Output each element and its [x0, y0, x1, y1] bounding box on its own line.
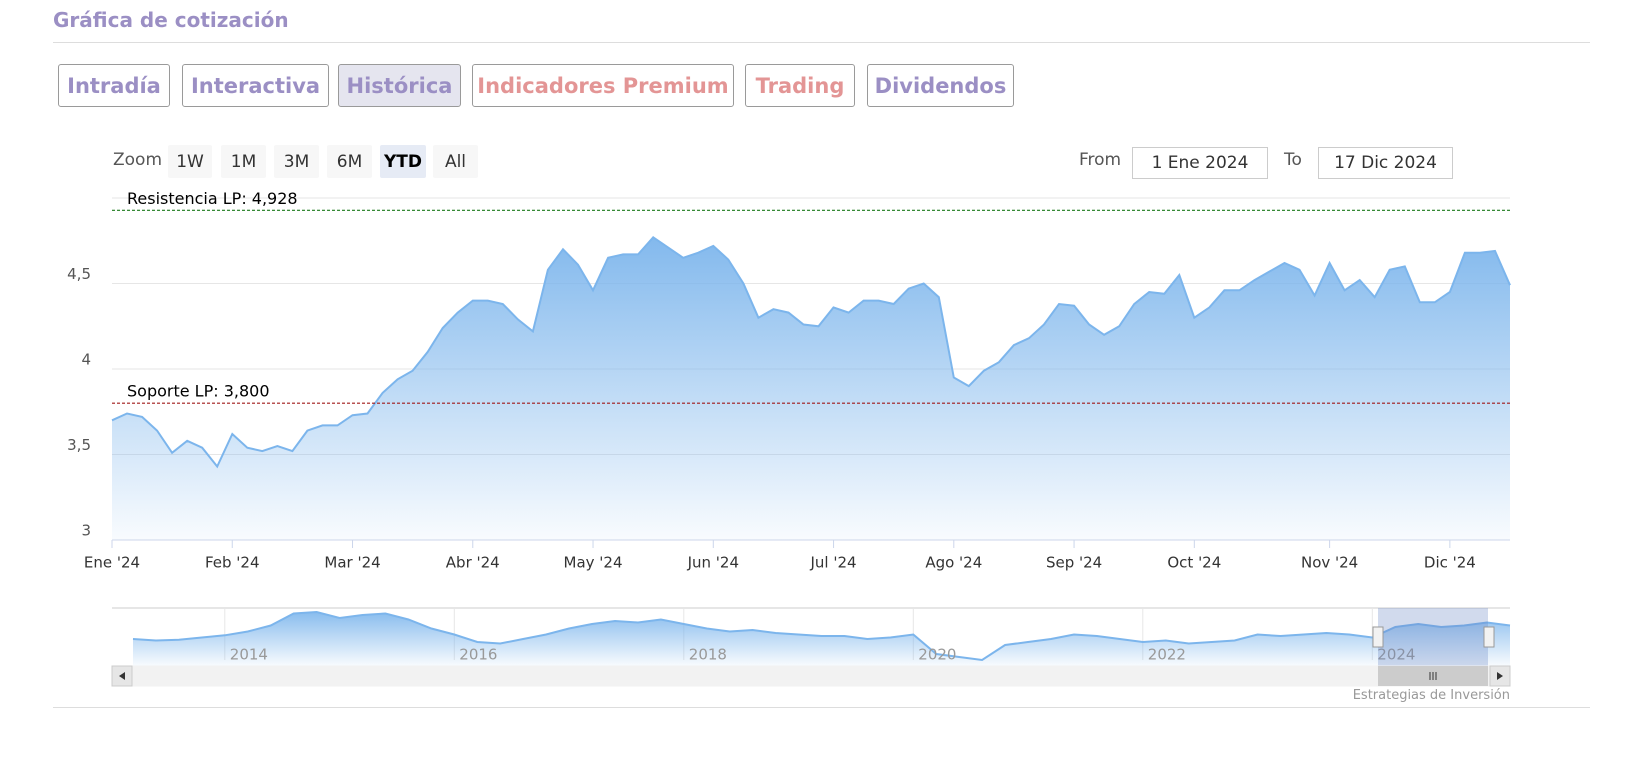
- divider: [53, 707, 1590, 708]
- arrow: [119, 672, 125, 680]
- y-tick-label: 3,5: [67, 436, 91, 454]
- x-tick-label: Ene '24: [84, 554, 140, 572]
- divider: [53, 42, 1590, 43]
- navigator-label: 2016: [459, 646, 497, 664]
- area-fill: [112, 237, 1510, 541]
- zoom-button[interactable]: YTD: [380, 145, 426, 178]
- to-input[interactable]: 17 Dic 2024: [1318, 147, 1453, 179]
- from-input[interactable]: 1 Ene 2024: [1132, 147, 1268, 179]
- credit: Estrategias de Inversión: [1352, 688, 1510, 703]
- line: [111, 235, 1511, 469]
- x-tick-label: May '24: [564, 554, 623, 572]
- annotation-label: Resistencia LP: 4,928: [127, 189, 298, 208]
- navigator-label: 2020: [918, 646, 956, 664]
- x-tick-label: Sep '24: [1046, 554, 1102, 572]
- navigator-handle[interactable]: [1372, 626, 1384, 648]
- navigator-label: 2022: [1148, 646, 1186, 664]
- zoom-button[interactable]: 1M: [221, 145, 266, 178]
- x-tick-label: Nov '24: [1301, 554, 1358, 572]
- navigator-label: 2024: [1377, 646, 1415, 664]
- tab[interactable]: Intradía: [58, 64, 170, 107]
- x-tick-label: Mar '24: [324, 554, 380, 572]
- x-tick-label: Abr '24: [446, 554, 500, 572]
- x-tick-label: Feb '24: [205, 554, 260, 572]
- scrollbar-track: [111, 665, 1511, 687]
- to-label: To: [1284, 150, 1302, 170]
- tab[interactable]: Indicadores Premium: [472, 64, 734, 107]
- x-tick-label: Jun '24: [687, 554, 739, 572]
- navigator-selection: [1378, 608, 1488, 666]
- tab[interactable]: Interactiva: [182, 64, 329, 107]
- x-tick-label: Jul '24: [810, 554, 857, 572]
- tab[interactable]: Dividendos: [867, 64, 1014, 107]
- area-fill: [133, 612, 1510, 666]
- y-tick-label: 4,5: [67, 265, 91, 283]
- y-tick-label: 3: [81, 522, 91, 540]
- zoom-button[interactable]: 6M: [327, 145, 372, 178]
- arrow: [1497, 672, 1503, 680]
- tab[interactable]: Histórica: [338, 64, 461, 107]
- x-tick-label: Ago '24: [925, 554, 982, 572]
- y-tick-label: 4: [81, 351, 91, 369]
- section-title: Gráfica de cotización: [53, 8, 289, 32]
- navigator-label: 2018: [689, 646, 727, 664]
- navigator-label: 2014: [230, 646, 268, 664]
- x-tick-label: Dic '24: [1424, 554, 1476, 572]
- from-label: From: [1079, 150, 1122, 170]
- zoom-label: Zoom: [113, 150, 163, 170]
- zoom-button[interactable]: All: [433, 145, 478, 178]
- line: [132, 610, 1511, 662]
- navigator-handle[interactable]: [1483, 626, 1495, 648]
- tab[interactable]: Trading: [745, 64, 855, 107]
- zoom-button[interactable]: 3M: [274, 145, 319, 178]
- thumb-grip: [1429, 672, 1437, 680]
- annotation-label: Soporte LP: 3,800: [127, 382, 270, 401]
- x-tick-label: Oct '24: [1167, 554, 1221, 572]
- zoom-button[interactable]: 1W: [168, 145, 212, 178]
